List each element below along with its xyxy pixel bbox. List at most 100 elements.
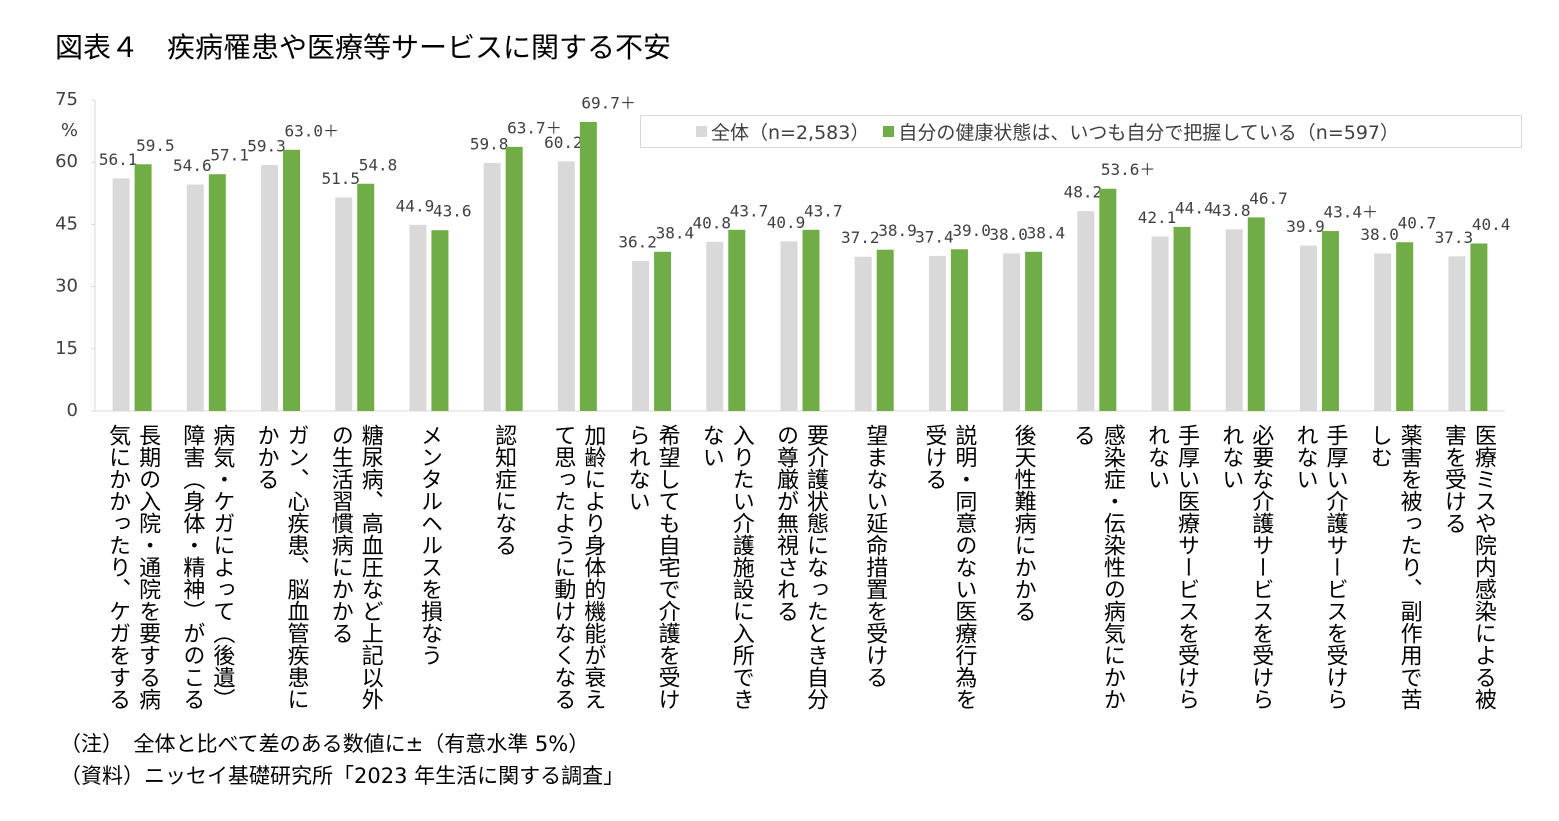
- bar: [632, 260, 650, 411]
- data-label: 38.0: [989, 225, 1028, 244]
- data-label: 54.6: [173, 156, 212, 175]
- data-label: 43.7: [804, 201, 843, 220]
- data-label: 69.7＋: [581, 93, 636, 112]
- bar: [1225, 229, 1243, 411]
- data-label: 63.0＋: [285, 121, 340, 140]
- bar: [1003, 253, 1021, 411]
- bar: [706, 241, 724, 411]
- data-label: 53.6＋: [1101, 160, 1156, 179]
- bar: [1374, 253, 1392, 411]
- x-tick-label: 薬害を被ったり、副作用で苦しむ: [1366, 424, 1422, 710]
- legend-swatch: [883, 126, 895, 137]
- data-label: 43.7: [730, 201, 769, 220]
- legend-item: 全体（n=2,583）: [696, 118, 869, 145]
- data-label: 46.7: [1249, 189, 1288, 208]
- data-label: 40.4: [1472, 215, 1511, 234]
- x-tick-label: 入りたい介護施設に入所できない: [698, 424, 754, 710]
- legend-item: 自分の健康状態は、いつも自分で把握している（n=597）: [883, 118, 1399, 145]
- data-label: 38.0: [1360, 225, 1399, 244]
- bar: [1299, 245, 1317, 411]
- x-tick-label: 希望しても自宅で介護を受けられない: [624, 424, 680, 710]
- data-label: 44.9: [396, 196, 435, 215]
- x-tick-label: ガン、心疾患、脳血管疾患にかかる: [253, 424, 309, 710]
- bar: [134, 164, 152, 411]
- bar: [283, 149, 301, 411]
- data-label: 57.1: [210, 146, 249, 165]
- bar: [261, 165, 279, 411]
- data-label: 37.4: [915, 227, 954, 246]
- bar: [409, 224, 427, 411]
- x-tick-label: 感染症・伝染性の病気にかかる: [1069, 424, 1125, 710]
- legend-label: 自分の健康状態は、いつも自分で把握している（n=597）: [898, 122, 1400, 144]
- note: （注） 全体と比べて差のある数値に±（有意水準 5%）: [60, 732, 590, 756]
- y-tick-label: 30: [55, 276, 78, 297]
- bar: [208, 174, 226, 411]
- data-label: 40.8: [693, 213, 732, 232]
- bar: [579, 121, 597, 412]
- data-label: 59.5: [136, 136, 175, 155]
- y-tick-label: 60: [55, 151, 78, 172]
- bar: [1025, 251, 1043, 411]
- data-label: 37.3: [1435, 228, 1474, 247]
- data-label: 54.8: [359, 155, 398, 174]
- chart-title: 図表４ 疾病罹患や医療等サービスに関する不安: [55, 31, 672, 64]
- data-label: 59.3: [247, 137, 286, 156]
- x-tick-label: 糖尿病、高血圧など上記以外の生活習慣病にかかる: [327, 424, 383, 710]
- bar: [928, 255, 946, 411]
- data-label: 40.9: [767, 213, 806, 232]
- data-label: 43.8: [1212, 201, 1251, 220]
- bar: [876, 249, 894, 411]
- x-tick-label: 病気・ケガによって（後遺）障害（身体・精神）がのこる: [179, 424, 235, 710]
- bar: [1247, 217, 1265, 411]
- bar: [950, 249, 968, 411]
- x-tick-label: 説明・同意のない医療行為を受ける: [921, 424, 977, 710]
- data-label: 51.5: [321, 169, 360, 188]
- bar: [728, 229, 746, 411]
- bar: [557, 161, 575, 411]
- y-tick-label: 45: [55, 213, 78, 234]
- x-tick-label: 認知症になる: [491, 424, 517, 556]
- bar: [1099, 188, 1117, 411]
- data-label: 40.7: [1398, 214, 1437, 233]
- bar: [186, 184, 204, 411]
- data-label: 36.2: [618, 232, 657, 251]
- bar: [1470, 243, 1488, 411]
- y-unit: %: [61, 120, 78, 141]
- bar: [802, 229, 820, 411]
- data-label: 42.1: [1138, 208, 1177, 227]
- x-tick-label: 望まない延命措置を受ける: [862, 424, 888, 688]
- bar: [505, 146, 523, 411]
- bar: [1151, 236, 1169, 411]
- bar: [854, 256, 872, 411]
- bar: [431, 230, 449, 411]
- bar: [654, 251, 672, 411]
- data-label: 39.0: [952, 221, 991, 240]
- x-tick-label: 医療ミスや院内感染による被害を受ける: [1440, 424, 1496, 710]
- data-label: 56.1: [99, 150, 138, 169]
- y-tick-label: 15: [55, 338, 78, 359]
- bar: [780, 241, 798, 411]
- x-tick-label: 加齢により身体的機能が衰えて思ったように動けなくなる: [550, 424, 606, 710]
- legend-label: 全体（n=2,583）: [711, 122, 870, 144]
- bar: [335, 197, 353, 411]
- bar: [483, 163, 501, 411]
- x-tick-label: 長期の入院・通院を要する病気にかかったり、ケガをする: [105, 424, 161, 710]
- legend-swatch: [696, 126, 707, 137]
- x-tick-label: 要介護状態になったとき自分の尊厳が無視される: [773, 424, 828, 710]
- x-tick-label: 手厚い医療サービスを受けられない: [1144, 424, 1200, 710]
- x-tick-label: 後天性難病にかかる: [1010, 424, 1036, 622]
- y-tick-label: 75: [55, 89, 78, 110]
- data-label: 63.7＋: [507, 118, 562, 137]
- x-tick-label: 必要な介護サービスを受けられない: [1218, 424, 1274, 710]
- data-label: 38.4: [1027, 223, 1066, 242]
- data-label: 48.2: [1064, 183, 1103, 202]
- bar: [1173, 226, 1191, 411]
- legend: 全体（n=2,583） 自分の健康状態は、いつも自分で把握している（n=597）: [640, 115, 1522, 148]
- data-label: 59.8: [470, 135, 509, 154]
- data-label: 43.6: [433, 202, 472, 221]
- bar: [1396, 242, 1414, 411]
- data-label: 38.9: [878, 221, 917, 240]
- data-label: 44.4: [1175, 198, 1214, 217]
